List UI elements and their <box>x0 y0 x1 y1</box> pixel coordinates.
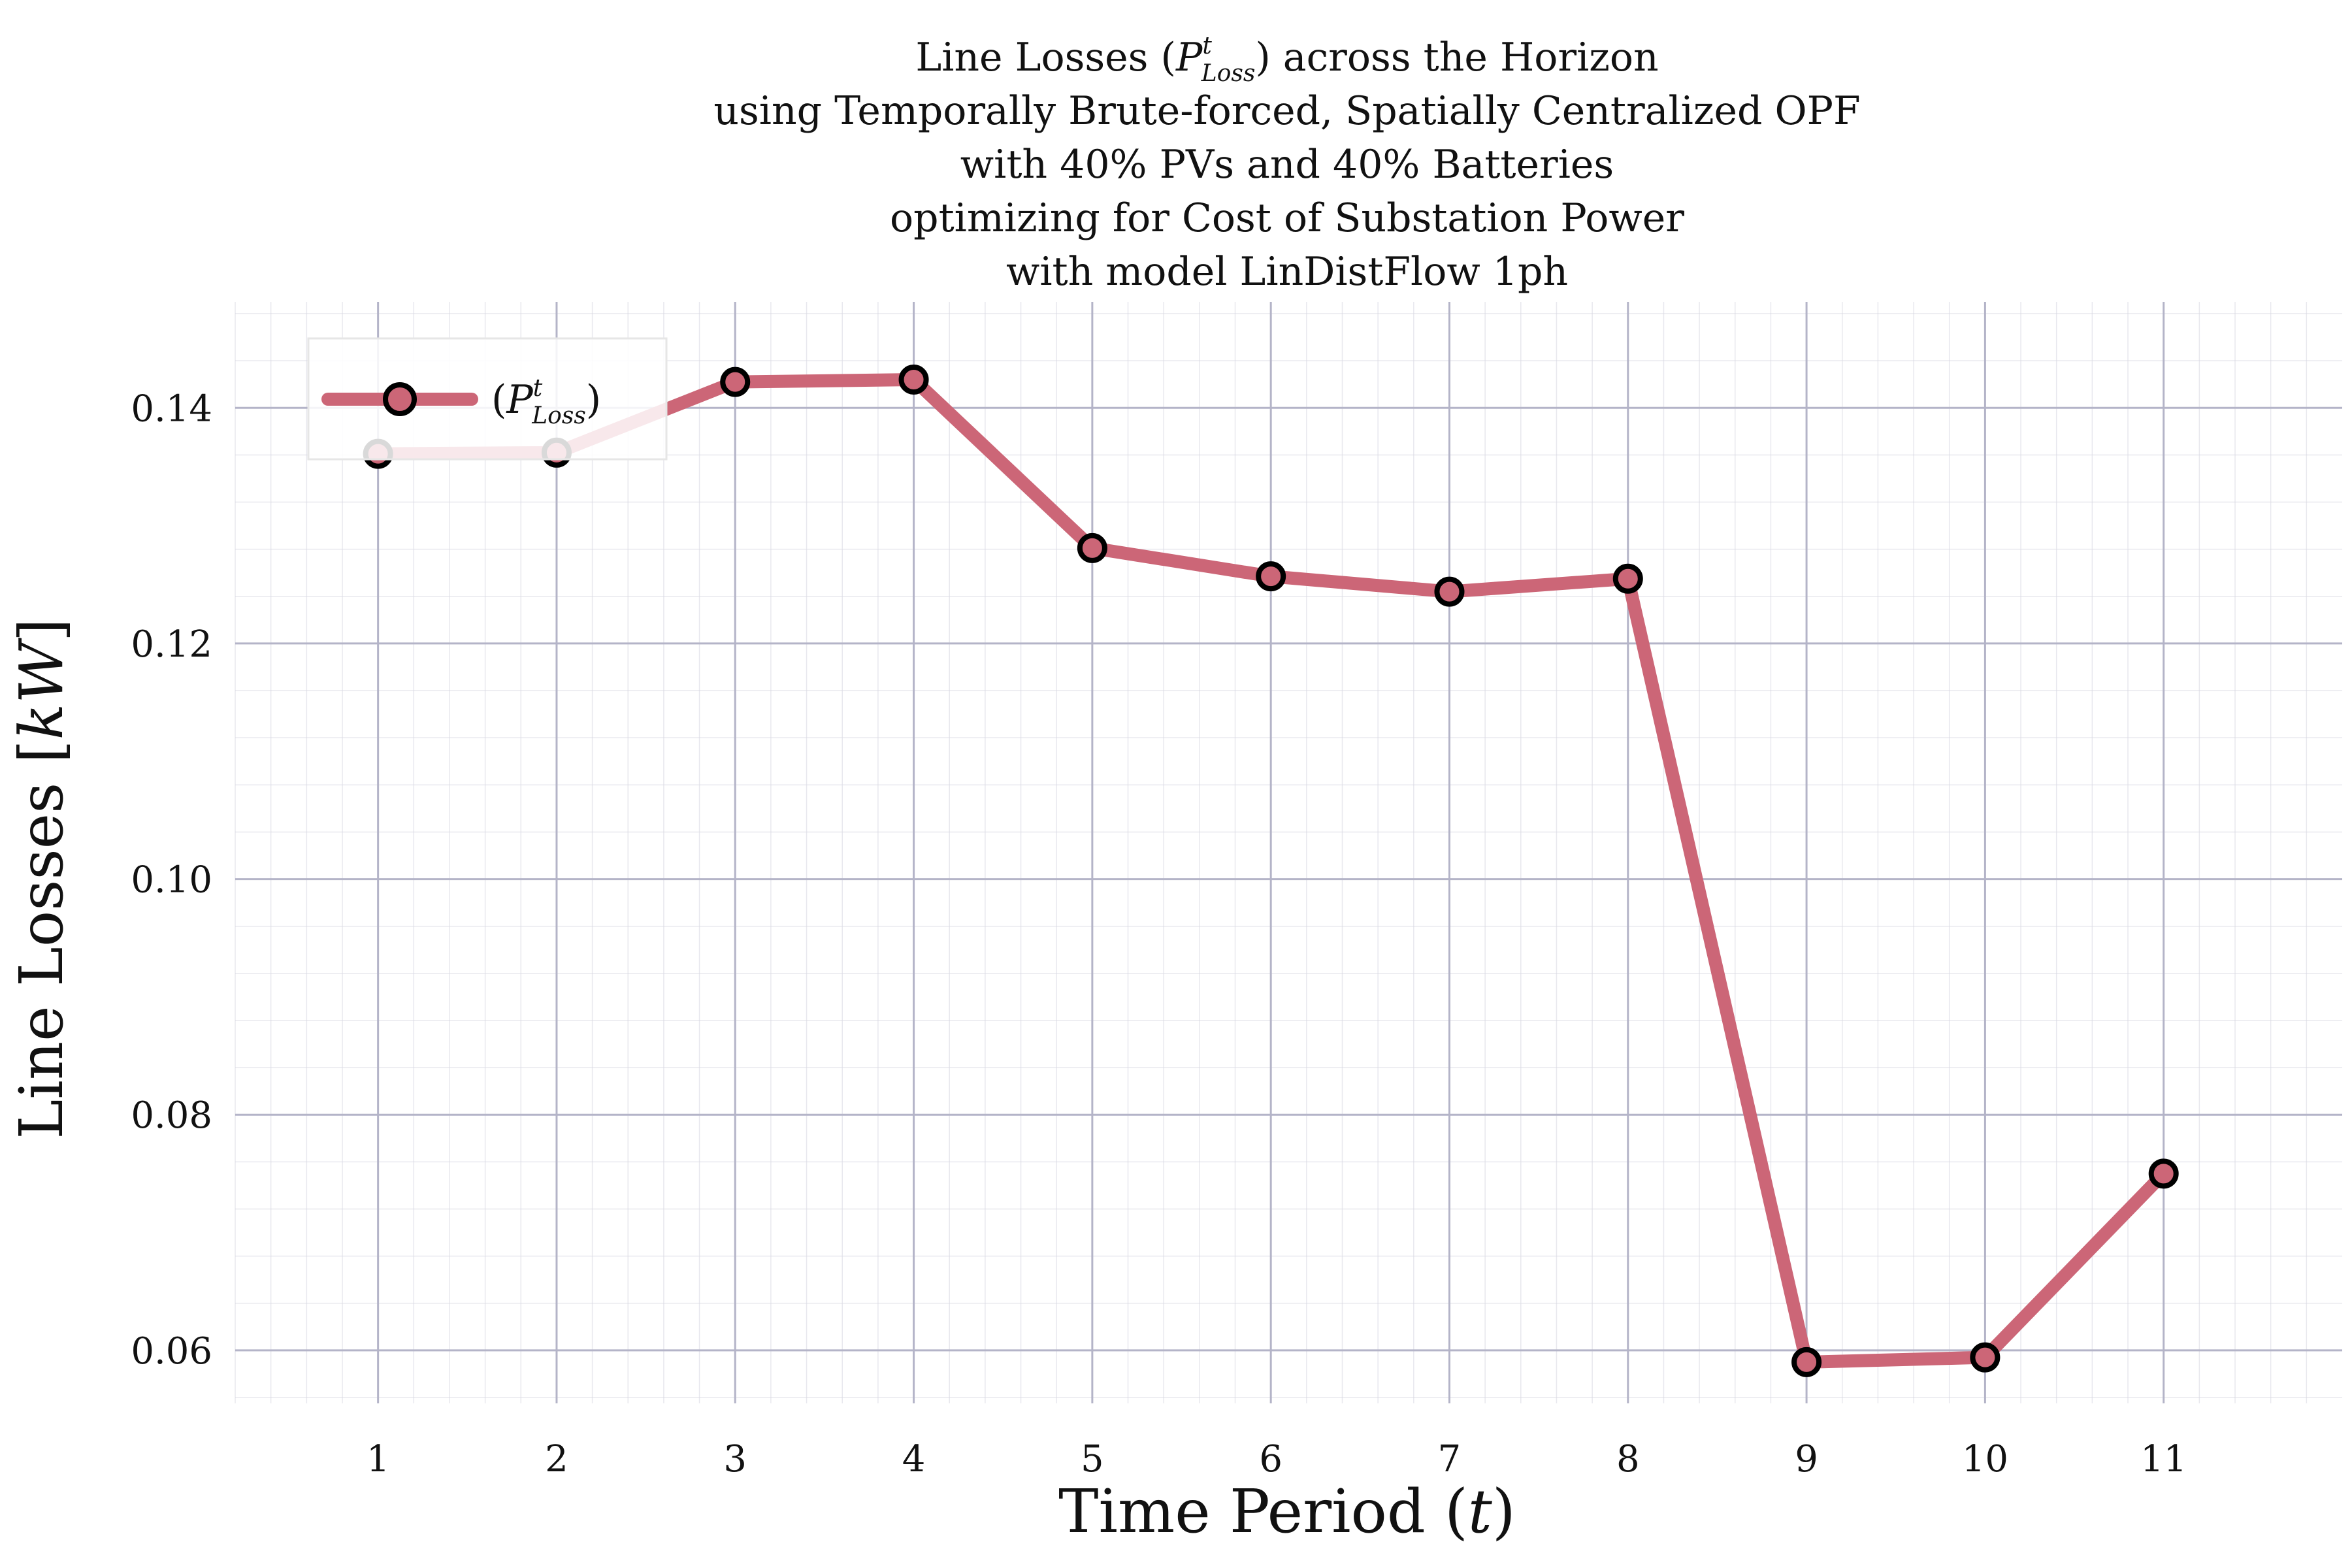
x-tick-label: 9 <box>1795 1438 1818 1480</box>
x-axis-label-after: ) <box>1492 1477 1516 1546</box>
legend: (Pt Loss) <box>307 337 668 461</box>
x-tick-label: 8 <box>1616 1438 1640 1480</box>
title-line-1: Line Losses (Pt Loss) across the Horizon <box>915 33 1658 87</box>
y-tick-label: 0.12 <box>131 623 212 666</box>
y-axis-label-after: ] <box>7 618 76 642</box>
legend-close: ) <box>586 377 601 423</box>
y-axis-label: Line Losses [kW] <box>7 618 76 1139</box>
data-point <box>898 365 929 395</box>
y-axis-label-before: Line Losses [ <box>7 740 76 1139</box>
x-tick-label: 10 <box>1962 1438 2008 1480</box>
x-tick-label: 5 <box>1081 1438 1104 1480</box>
data-point <box>1434 576 1465 607</box>
title-line-3: with 40% PVs and 40% Batteries <box>960 142 1614 188</box>
title-symbol-sup: t <box>1202 33 1212 59</box>
data-point <box>1077 532 1107 563</box>
legend-symbol: P <box>506 377 534 423</box>
title-symbol-sub: Loss <box>1201 60 1256 87</box>
x-tick-label: 2 <box>545 1438 568 1480</box>
x-tick-labels: 1 2 3 4 5 6 7 8 9 10 11 <box>367 1438 2187 1480</box>
y-axis-label-var: kW <box>7 638 76 740</box>
title-line-1-before: Line Losses ( <box>915 35 1176 80</box>
x-axis-label: Time Period (t) <box>1058 1477 1516 1546</box>
chart-title: Line Losses (Pt Loss) across the Horizon … <box>713 33 1860 295</box>
legend-symbol-sup: t <box>533 375 543 402</box>
y-tick-labels: 0.06 0.08 0.10 0.12 0.14 <box>131 387 212 1373</box>
minor-grid <box>235 302 2342 1403</box>
x-tick-label: 3 <box>723 1438 747 1480</box>
legend-label: (Pt Loss) <box>491 375 601 429</box>
legend-symbol-sub: Loss <box>531 402 586 429</box>
y-tick-label: 0.14 <box>131 387 212 430</box>
data-point <box>720 367 751 397</box>
data-point <box>2148 1158 2179 1189</box>
data-point <box>1791 1347 1822 1377</box>
y-tick-label: 0.06 <box>131 1330 212 1373</box>
title-line-4: optimizing for Cost of Substation Power <box>890 195 1684 241</box>
y-tick-label: 0.08 <box>131 1094 212 1137</box>
legend-open: ( <box>491 377 506 423</box>
data-point <box>1970 1342 2001 1373</box>
x-tick-label: 11 <box>2140 1438 2187 1480</box>
data-point <box>1612 563 1643 594</box>
data-point <box>1256 561 1286 592</box>
x-tick-label: 1 <box>367 1438 390 1480</box>
x-tick-label: 6 <box>1259 1438 1282 1480</box>
title-line-1-after: ) across the Horizon <box>1255 35 1658 80</box>
y-tick-label: 0.10 <box>131 859 212 902</box>
title-line-5: with model LinDistFlow 1ph <box>1006 249 1568 295</box>
title-line-2: using Temporally Brute-forced, Spatially… <box>713 88 1860 134</box>
x-axis-label-before: Time Period ( <box>1058 1477 1468 1546</box>
title-symbol: P <box>1175 35 1203 80</box>
x-tick-label: 4 <box>902 1438 926 1480</box>
major-grid <box>235 302 2342 1403</box>
legend-marker-swatch <box>383 382 417 416</box>
x-axis-label-var: t <box>1468 1477 1493 1546</box>
x-tick-label: 7 <box>1438 1438 1462 1480</box>
